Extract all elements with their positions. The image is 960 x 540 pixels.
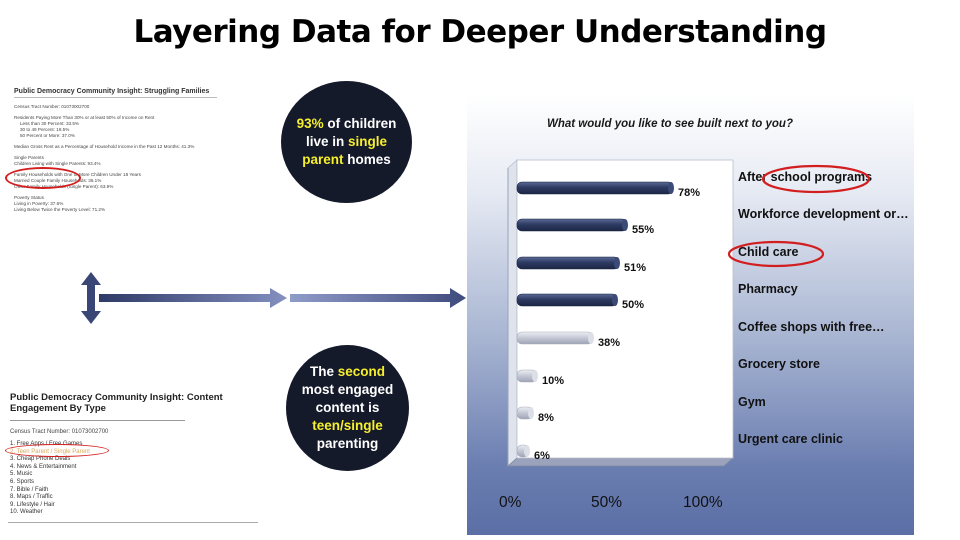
doc2-list-item: 8. Maps / Traffic [10,494,53,501]
doc2-list-item: 6. Sports [10,478,35,485]
chart-depth-side [507,159,518,467]
bar-data-label: 55% [632,224,654,236]
category-label: Grocery store [738,357,820,371]
doc1-line: Single Parents [14,155,44,160]
category-label: Urgent care clinic [738,432,843,446]
bar [516,218,628,232]
doc1-line: Census Tract Number: 01073002700 [14,104,90,109]
callout1-text-3: parent [302,152,344,167]
doc1-line: Living Below Twice the Poverty Level: 71… [14,207,106,212]
doc2-list-item: 9. Lifestyle / Hair [10,501,55,508]
bar-data-label: 10% [542,375,564,387]
doc1-line: 50 Percent or More: 37.0% [20,133,75,138]
bar-data-label: 38% [598,337,620,349]
doc1-line: Residents Paying More Than 30% or at lea… [14,115,155,120]
callout2-text-4: parenting [316,436,379,451]
bar [516,256,620,270]
doc1-line: Poverty Status [14,195,44,200]
bar [516,331,594,345]
bar-data-label: 50% [622,299,644,311]
bar-end-cap [588,332,594,344]
teen-parent-highlight-ring [5,444,109,457]
doc2-tract: Census Tract Number: 01073002700 [10,429,109,435]
single-parents-highlight-ring [5,167,81,189]
doc1-line: Children Living with Single Parents: 93.… [14,161,101,166]
callout-teen-single-parenting: The second most engaged content is teen/… [286,345,409,471]
category-label: After school programs [738,170,873,184]
doc2-list-item: 3. Cheap Phone Deals [10,456,71,463]
bar-data-label: 8% [538,412,554,424]
bar [516,181,674,195]
doc2-list-item: 7. Bible / Faith [10,486,49,493]
doc2-bottom-divider [8,521,258,523]
doc1-divider [14,97,217,98]
doc1-line: Less than 30 Percent: 33.5% [20,121,79,126]
doc1-line: 30 to 49 Percent: 18.5% [20,127,70,132]
doc1-heading: Public Democracy Community Insight: Stru… [14,88,210,95]
callout2-text-3: content is [315,400,380,415]
category-label: Gym [738,395,766,409]
arrow-to-chart [290,288,466,308]
callout1-text-2: live in [305,134,348,149]
bar-end-cap [612,294,618,306]
child-care-highlight-ring [727,240,825,268]
after-school-highlight-ring [761,164,871,194]
callout2-text-1: The [309,364,338,379]
bar-data-label: 78% [678,187,700,199]
doc2-divider [10,420,185,421]
callout1-text-4: homes [343,152,391,167]
bar-end-cap [622,219,628,231]
chart-title: What would you like to see built next to… [547,118,793,130]
bar-end-cap [668,182,674,194]
category-label: Pharmacy [738,282,798,296]
doc2-list-item: 4. News & Entertainment [10,463,77,470]
callout2-text-2: most engaged [301,382,394,397]
callout1-percent: 93% [296,116,324,131]
category-label: Workforce development or… [738,207,909,221]
doc1-line: Median Gross Rent as a Percentage of Hou… [14,144,195,149]
chart-plot-area [516,159,734,459]
callout2-highlight-1: second [337,364,385,379]
bar [516,293,618,307]
bar-end-cap [614,257,620,269]
arrow-to-callout-1 [99,288,287,308]
callout1-highlight: single [348,134,388,149]
doc1-line: Living in Poverty: 37.6% [14,201,64,206]
vertical-double-arrow [81,272,101,324]
category-label: Child care [738,245,799,259]
x-tick-100: 100% [683,494,723,511]
category-label: Coffee shops with free… [738,320,885,334]
x-tick-50: 50% [591,494,623,511]
callout-single-parent-homes: 93% of children live in single parent ho… [281,81,412,203]
bar-end-cap [524,445,530,457]
bar-data-label: 51% [624,262,646,274]
callout2-highlight-2: teen/single [312,418,383,433]
doc2-list-item: 10. Weather [10,509,43,516]
bar-end-cap [528,407,534,419]
doc2-list-item: 5. Music [10,471,33,478]
callout1-text-1: of children [323,116,397,131]
bar-end-cap [532,370,538,382]
bar-data-label: 6% [534,450,550,462]
x-tick-0: 0% [499,494,522,511]
doc2-heading: Public Democracy Community Insight: Cont… [10,392,223,414]
page-title: Layering Data for Deeper Understanding [133,14,827,50]
